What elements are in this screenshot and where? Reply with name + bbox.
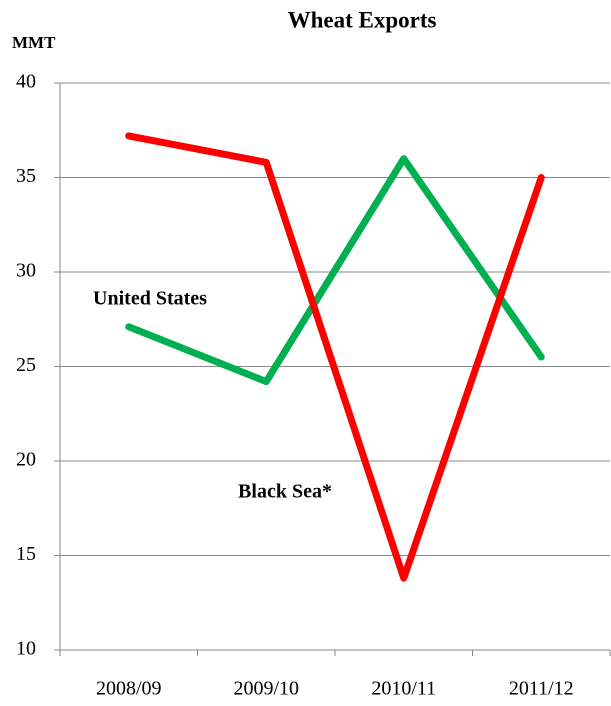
x-tick-label: 2010/11 xyxy=(371,678,436,700)
y-tick-label: 10 xyxy=(16,638,36,660)
y-tick-label: 40 xyxy=(16,71,36,93)
series-label: Black Sea* xyxy=(238,481,332,503)
chart-title: Wheat Exports xyxy=(288,7,437,32)
series-line xyxy=(125,155,545,386)
series-line xyxy=(125,132,545,582)
y-tick-label: 30 xyxy=(16,260,36,282)
y-tick-label: 15 xyxy=(16,543,36,565)
x-tick-label: 2011/12 xyxy=(509,678,574,700)
y-axis-label: MMT xyxy=(12,33,56,52)
y-tick-label: 20 xyxy=(16,449,36,471)
x-tick-label: 2009/10 xyxy=(233,678,299,700)
series-label: United States xyxy=(93,288,207,310)
x-tick-label: 2008/09 xyxy=(96,678,162,700)
y-tick-label: 35 xyxy=(16,165,36,187)
y-tick-label: 25 xyxy=(16,354,36,376)
